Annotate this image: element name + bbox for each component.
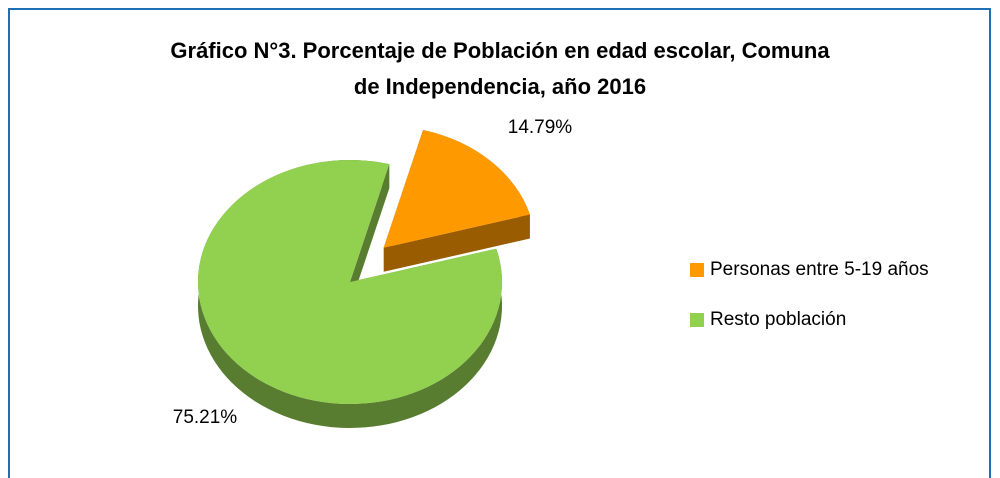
slice — [383, 129, 530, 248]
chart-title: Gráfico N°3. Porcentaje de Población en … — [170, 38, 830, 63]
legend-label: Personas entre 5-19 años — [710, 259, 929, 280]
legend-swatch — [690, 313, 704, 327]
legend-swatch — [690, 263, 704, 277]
frame — [8, 8, 991, 478]
legend-label: Resto población — [710, 309, 846, 330]
data-label: 14.79% — [508, 117, 573, 138]
data-label: 75.21% — [173, 407, 238, 428]
chart-title: de Independencia, año 2016 — [354, 74, 646, 99]
slice — [198, 160, 502, 404]
